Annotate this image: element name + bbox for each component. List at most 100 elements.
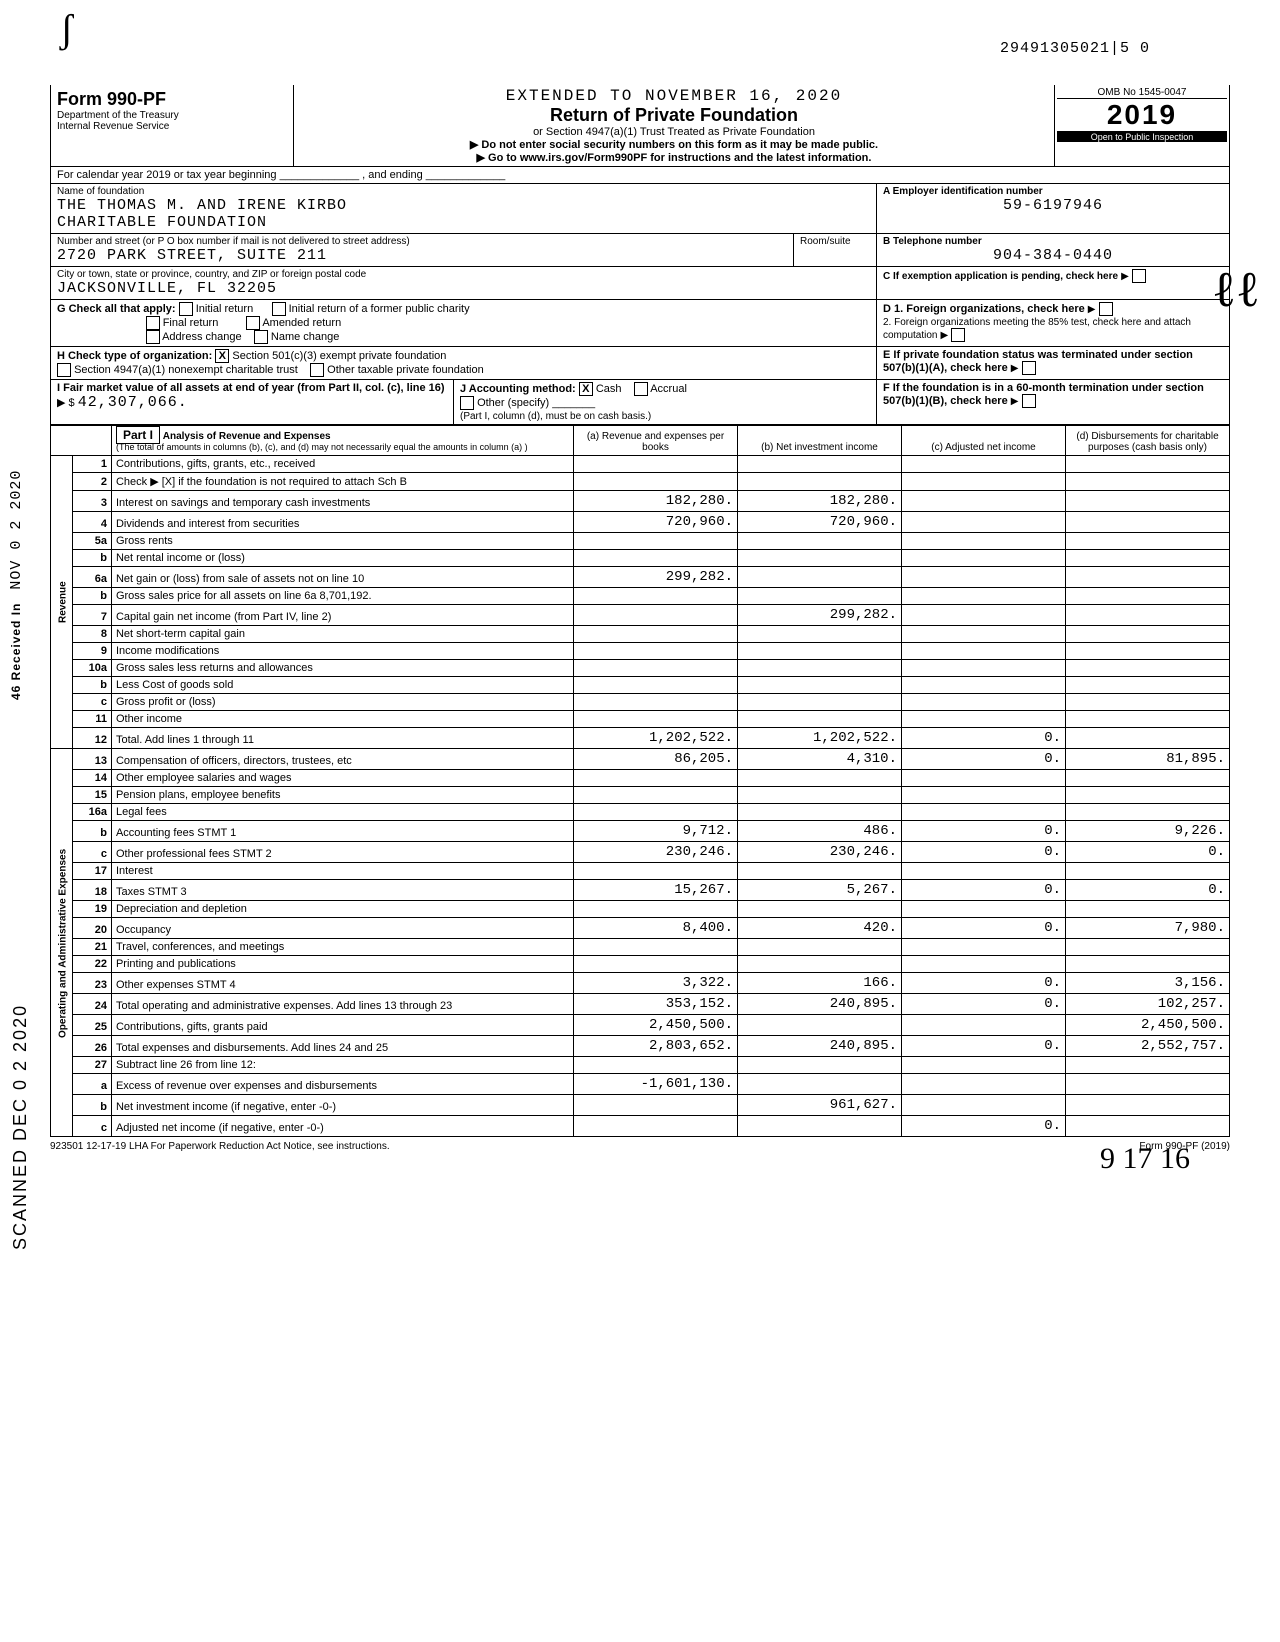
- d2-checkbox[interactable]: [951, 328, 965, 342]
- line-number: 25: [72, 1015, 111, 1036]
- line-number: 12: [72, 728, 111, 749]
- c-checkbox[interactable]: [1132, 269, 1146, 283]
- amount-cell-c: [902, 473, 1066, 491]
- amount-cell-a: -1,601,130.: [574, 1074, 738, 1095]
- amount-cell-a: 2,450,500.: [574, 1015, 738, 1036]
- amount-cell-b: 182,280.: [738, 491, 902, 512]
- table-row: 27Subtract line 26 from line 12:: [51, 1057, 1230, 1074]
- part1-desc: Analysis of Revenue and Expenses: [163, 431, 331, 442]
- line-number: 26: [72, 1036, 111, 1057]
- table-row: 7Capital gain net income (from Part IV, …: [51, 605, 1230, 626]
- g5-checkbox[interactable]: [246, 316, 260, 330]
- j3-checkbox[interactable]: [460, 396, 474, 410]
- line-number: 20: [72, 918, 111, 939]
- line-number: 16a: [72, 804, 111, 821]
- amount-cell-b: [738, 677, 902, 694]
- amount-cell-c: 0.: [902, 1036, 1066, 1057]
- amount-cell-b: 720,960.: [738, 512, 902, 533]
- g1-checkbox[interactable]: [179, 302, 193, 316]
- amount-cell-b: 5,267.: [738, 880, 902, 901]
- amount-cell-b: 4,310.: [738, 749, 902, 770]
- d1-checkbox[interactable]: [1099, 302, 1113, 316]
- line-number: 6a: [72, 567, 111, 588]
- tel-label: B Telephone number: [883, 236, 1223, 247]
- footer: 923501 12-17-19 LHA For Paperwork Reduct…: [50, 1137, 1230, 1156]
- handwritten-note: 9 17 16: [1100, 1142, 1190, 1176]
- line-label: Adjusted net income (if negative, enter …: [111, 1116, 573, 1137]
- h2-checkbox[interactable]: [57, 363, 71, 377]
- line-label: Printing and publications: [111, 956, 573, 973]
- h-label: H Check type of organization:: [57, 350, 212, 362]
- d1-label: D 1. Foreign organizations, check here: [883, 303, 1085, 315]
- line-number: 3: [72, 491, 111, 512]
- table-row: 11Other income: [51, 711, 1230, 728]
- amount-cell-a: 2,803,652.: [574, 1036, 738, 1057]
- amount-cell-b: [738, 588, 902, 605]
- line-label: Contributions, gifts, grants, etc., rece…: [111, 456, 573, 473]
- amount-cell-a: 230,246.: [574, 842, 738, 863]
- line-label: Gross sales price for all assets on line…: [111, 588, 573, 605]
- table-row: 20Occupancy8,400.420.0.7,980.: [51, 918, 1230, 939]
- g6-checkbox[interactable]: [254, 330, 268, 344]
- line-label: Gross rents: [111, 533, 573, 550]
- amount-cell-c: [902, 1057, 1066, 1074]
- amount-cell-c: [902, 660, 1066, 677]
- table-row: 24Total operating and administrative exp…: [51, 994, 1230, 1015]
- amount-cell-c: 0.: [902, 994, 1066, 1015]
- h3-checkbox[interactable]: [310, 363, 324, 377]
- h3-label: Other taxable private foundation: [327, 364, 484, 376]
- g4-checkbox[interactable]: [272, 302, 286, 316]
- g3-checkbox[interactable]: [146, 330, 160, 344]
- amount-cell-c: [902, 550, 1066, 567]
- amount-cell-b: [738, 956, 902, 973]
- amount-cell-b: [738, 694, 902, 711]
- arrow-icon: [1121, 270, 1129, 282]
- line-label: Net rental income or (loss): [111, 550, 573, 567]
- amount-cell-b: [738, 901, 902, 918]
- line-label: Accounting fees STMT 1: [111, 821, 573, 842]
- amount-cell-c: [902, 626, 1066, 643]
- subtitle-2: ▶ Do not enter social security numbers o…: [302, 138, 1046, 151]
- amount-cell-c: [902, 677, 1066, 694]
- amount-cell-b: 420.: [738, 918, 902, 939]
- table-row: 23Other expenses STMT 43,322.166.0.3,156…: [51, 973, 1230, 994]
- room-label: Room/suite: [800, 236, 870, 247]
- line-label: Other employee salaries and wages: [111, 770, 573, 787]
- e-label: E If private foundation status was termi…: [883, 349, 1193, 374]
- line-label: Interest on savings and temporary cash i…: [111, 491, 573, 512]
- f-checkbox[interactable]: [1022, 394, 1036, 408]
- city-row: City or town, state or province, country…: [50, 267, 1230, 300]
- amount-cell-b: 240,895.: [738, 1036, 902, 1057]
- amount-cell-b: [738, 643, 902, 660]
- j2-checkbox[interactable]: [634, 382, 648, 396]
- header-right: OMB No 1545-0047 2019 Open to Public Ins…: [1054, 85, 1229, 166]
- ein-label: A Employer identification number: [883, 186, 1223, 197]
- amount-cell-a: [574, 863, 738, 880]
- i-j-f-row: I Fair market value of all assets at end…: [50, 380, 1230, 425]
- h1-label: Section 501(c)(3) exempt private foundat…: [232, 350, 446, 362]
- amount-cell-d: [1066, 567, 1230, 588]
- g2-checkbox[interactable]: [146, 316, 160, 330]
- amount-cell-b: 166.: [738, 973, 902, 994]
- amount-cell-c: [902, 787, 1066, 804]
- table-row: cGross profit or (loss): [51, 694, 1230, 711]
- i-label: I Fair market value of all assets at end…: [57, 382, 445, 394]
- amount-cell-a: [574, 939, 738, 956]
- amount-cell-c: [902, 1015, 1066, 1036]
- col-b-header: (b) Net investment income: [738, 426, 902, 456]
- j1-checkbox[interactable]: X: [579, 382, 593, 396]
- h1-checkbox[interactable]: X: [215, 349, 229, 363]
- amount-cell-d: [1066, 1057, 1230, 1074]
- line-label: Net gain or (loss) from sale of assets n…: [111, 567, 573, 588]
- table-row: bGross sales price for all assets on lin…: [51, 588, 1230, 605]
- line-label: Gross sales less returns and allowances: [111, 660, 573, 677]
- e-checkbox[interactable]: [1022, 361, 1036, 375]
- arrow-icon: [941, 329, 949, 341]
- tax-year: 2019: [1057, 99, 1227, 131]
- line-label: Dividends and interest from securities: [111, 512, 573, 533]
- amount-cell-b: 299,282.: [738, 605, 902, 626]
- amount-cell-d: [1066, 694, 1230, 711]
- table-row: 5aGross rents: [51, 533, 1230, 550]
- table-row: cAdjusted net income (if negative, enter…: [51, 1116, 1230, 1137]
- amount-cell-d: [1066, 473, 1230, 491]
